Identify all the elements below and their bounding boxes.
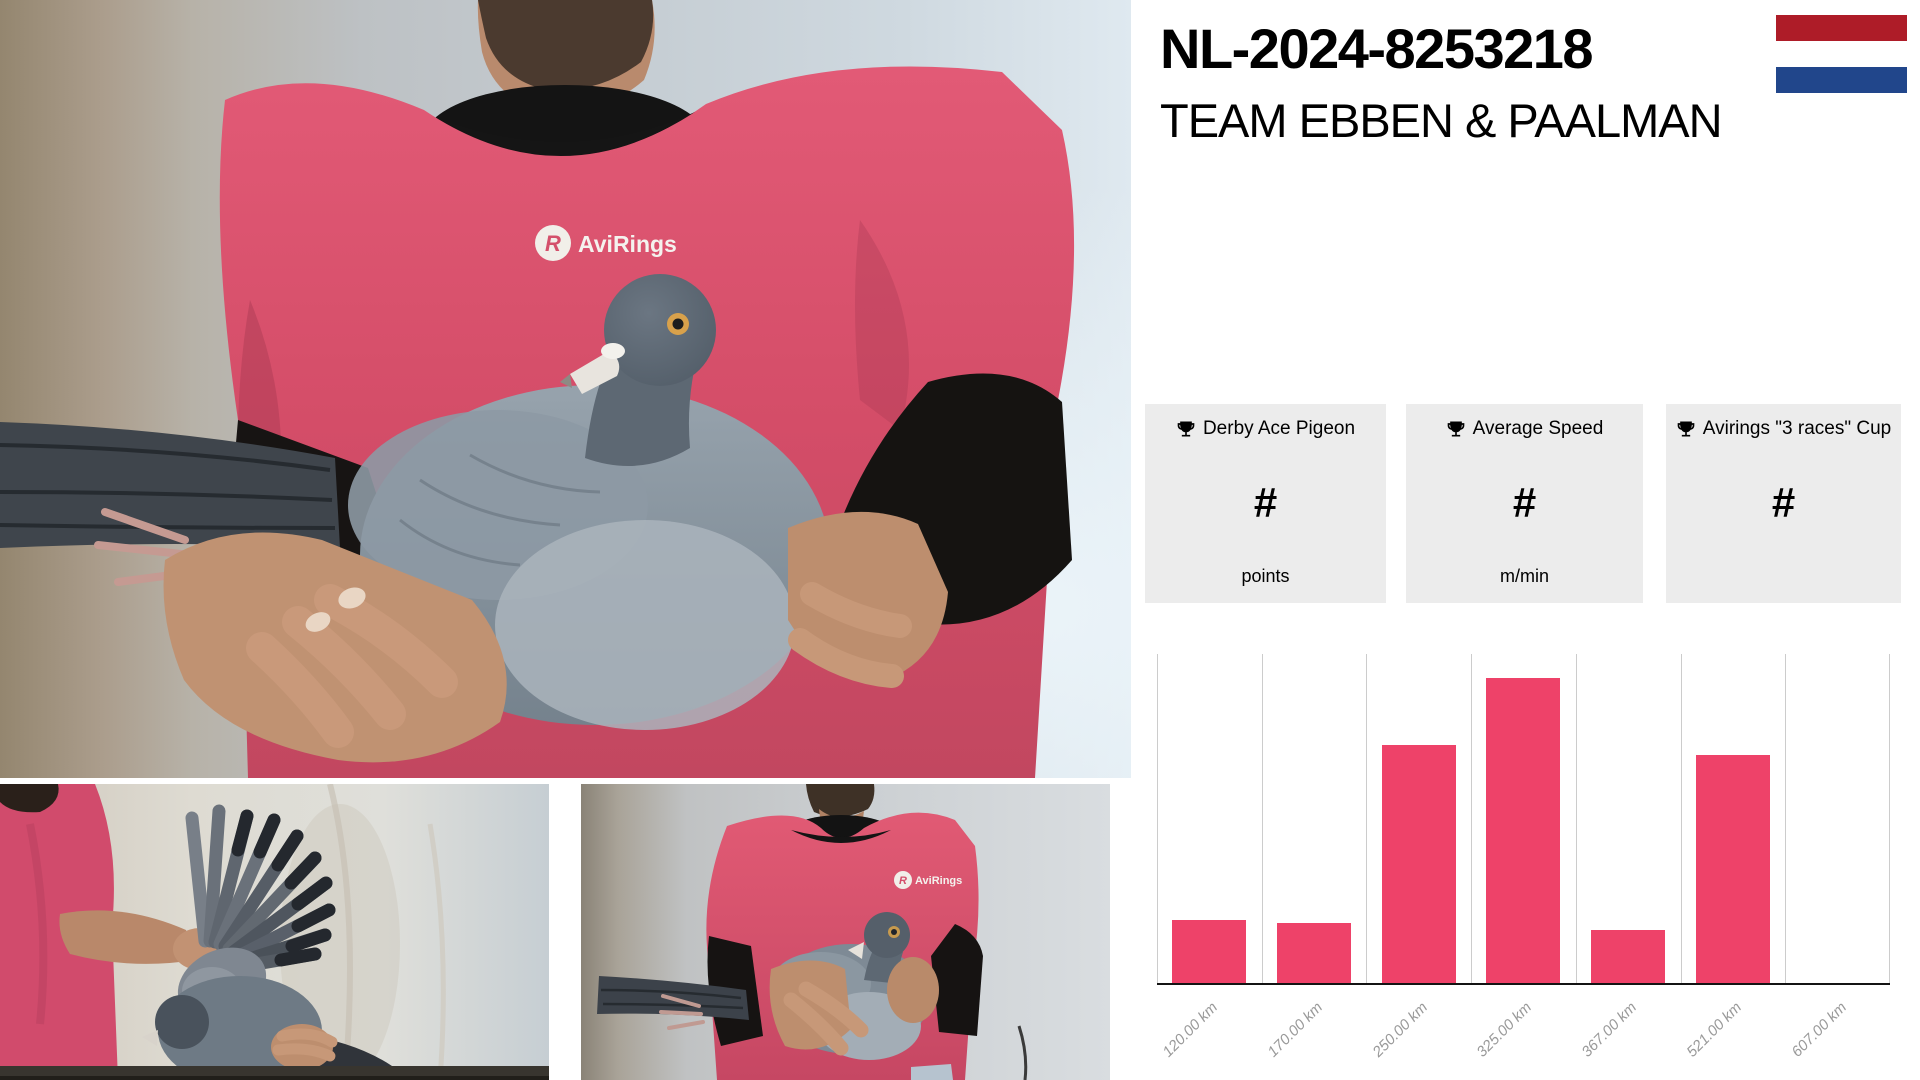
handler-hand — [271, 1024, 338, 1070]
chart-gridline — [1157, 654, 1158, 983]
chart-bar[interactable] — [1277, 923, 1351, 983]
handler-hands — [769, 957, 953, 1080]
svg-text:AviRings: AviRings — [578, 231, 677, 257]
stat-card-avirings-cup: Avirings "3 races" Cup # — [1666, 404, 1901, 603]
trophy-icon — [1177, 421, 1195, 437]
chart-bar[interactable] — [1696, 755, 1770, 983]
stat-card-label: Derby Ace Pigeon — [1202, 418, 1356, 439]
flag-stripe-white — [1776, 41, 1907, 67]
stat-card-label: Average Speed — [1472, 418, 1604, 439]
handler-arm — [0, 784, 227, 1080]
chart-gridline — [1681, 654, 1682, 983]
flag-stripe-blue — [1776, 67, 1907, 93]
chart-gridline — [1785, 654, 1786, 983]
race-bar-chart-plot — [1157, 654, 1890, 985]
chart-bar[interactable] — [1591, 930, 1665, 983]
stat-card-value: # — [1512, 479, 1537, 526]
chart-tick-label: 120.00 km — [1159, 999, 1222, 1061]
stat-card-unit: m/min — [1500, 566, 1549, 586]
stat-card-derby-ace: Derby Ace Pigeon # points — [1145, 404, 1386, 603]
chart-gridline — [1366, 654, 1367, 983]
chart-tick-label: 325.00 km — [1473, 999, 1536, 1061]
standing-pigeon-photo: R AviRings — [581, 784, 1110, 1080]
chart-tick-label: 607.00 km — [1788, 999, 1851, 1061]
chart-gridline — [1576, 654, 1577, 983]
ring-number-title: NL-2024-8253218 — [1160, 17, 1594, 80]
brand-logo: R AviRings — [894, 871, 962, 889]
trophy-icon — [1677, 421, 1695, 437]
chart-tick-label: 367.00 km — [1578, 999, 1641, 1061]
cable — [1017, 1025, 1028, 1080]
stat-card-label: Avirings "3 races" Cup — [1702, 418, 1892, 439]
stat-card-value: # — [1253, 479, 1278, 526]
team-name-subtitle: TEAM EBBEN & PAALMAN — [1160, 94, 1723, 147]
chart-tick-label: 170.00 km — [1264, 999, 1327, 1061]
stat-card-unit: points — [1241, 566, 1290, 586]
stat-card-value: # — [1771, 479, 1796, 526]
svg-text:R: R — [545, 231, 561, 256]
chart-gridline — [1262, 654, 1263, 983]
wing-photo-illustration — [0, 784, 549, 1080]
pigeon — [0, 274, 830, 730]
main-photo-illustration: R AviRings — [0, 0, 1131, 778]
flag-stripe-red — [1776, 15, 1907, 41]
chart-tick-label: 250.00 km — [1369, 999, 1432, 1061]
main-pigeon-photo: R AviRings — [0, 0, 1131, 778]
handler-hands — [163, 511, 948, 763]
stat-card-header: Avirings "3 races" Cup — [1676, 418, 1891, 440]
race-bar-chart-labels: 120.00 km 170.00 km 250.00 km 325.00 km 367.… — [1157, 999, 1890, 1074]
stat-card-header: Average Speed — [1446, 418, 1604, 440]
chart-tick-label: 521.00 km — [1683, 999, 1746, 1061]
svg-text:AviRings: AviRings — [915, 875, 962, 887]
netherlands-flag — [1776, 15, 1907, 93]
chart-bar[interactable] — [1486, 678, 1560, 983]
table-edge-shadow — [0, 1076, 549, 1080]
jeans — [911, 1064, 953, 1080]
chart-gridline — [1889, 654, 1890, 983]
stat-card-average-speed: Average Speed # m/min — [1406, 404, 1643, 603]
stat-card-header: Derby Ace Pigeon — [1176, 418, 1355, 440]
trophy-icon — [1447, 421, 1465, 437]
chart-bar[interactable] — [1172, 920, 1246, 983]
brand-logo: R AviRings — [535, 225, 677, 261]
profile-panel: NL-2024-8253218 TEAM EBBEN & PAALMAN Der… — [1131, 0, 1920, 1080]
chart-gridline — [1471, 654, 1472, 983]
chart-bar[interactable] — [1382, 745, 1456, 983]
svg-text:R: R — [899, 875, 907, 887]
wing-spread-photo — [0, 784, 549, 1080]
standing-photo-illustration: R AviRings — [581, 784, 1110, 1080]
